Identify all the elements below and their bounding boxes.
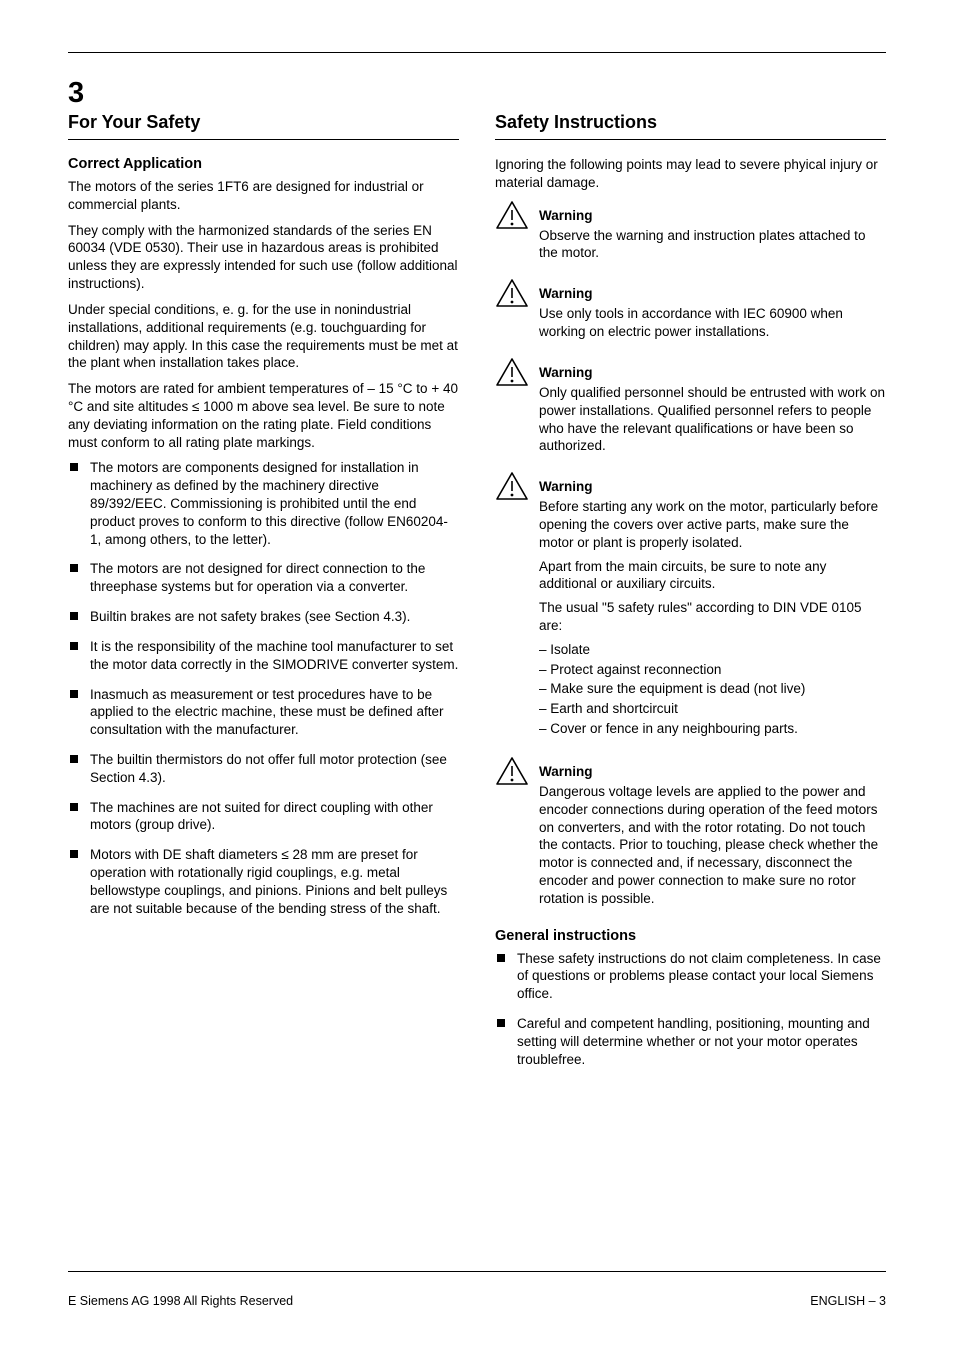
top-rule xyxy=(68,52,886,53)
para-application-1: The motors of the series 1FT6 are design… xyxy=(68,178,459,214)
list-item: The motors are components designed for i… xyxy=(68,459,459,548)
warning-body-line: – Protect against reconnection xyxy=(539,661,886,679)
para-application-2: They comply with the harmonized standard… xyxy=(68,222,459,293)
warning-body-line: – Isolate xyxy=(539,641,886,659)
right-column-rule xyxy=(495,139,886,140)
warning-icon xyxy=(495,278,529,308)
list-item: The machines are not suited for direct c… xyxy=(68,799,459,835)
warning-text: Warning Only qualified personnel should … xyxy=(539,357,886,461)
warning-text: Warning Before starting any work on the … xyxy=(539,471,886,746)
warning-icon xyxy=(495,471,529,501)
warning-body: Only qualified personnel should be entru… xyxy=(539,384,886,455)
warning-body: Observe the warning and instruction plat… xyxy=(539,227,886,263)
list-item: Careful and competent handling, position… xyxy=(495,1015,886,1068)
warning-block: Warning Before starting any work on the … xyxy=(495,471,886,746)
list-item: Builtin brakes are not safety brakes (se… xyxy=(68,608,459,626)
page: 3 For Your Safety Correct Application Th… xyxy=(0,0,954,1352)
page-footer: E Siemens AG 1998 All Rights Reserved EN… xyxy=(68,1294,886,1308)
warning-block: Warning Use only tools in accordance wit… xyxy=(495,278,886,347)
warning-text: Warning Observe the warning and instruct… xyxy=(539,200,886,269)
list-item: Motors with DE shaft diameters ≤ 28 mm a… xyxy=(68,846,459,917)
warning-label: Warning xyxy=(539,764,886,779)
warning-body-line: Apart from the main circuits, be sure to… xyxy=(539,558,886,594)
warning-body-line: The usual "5 safety rules" according to … xyxy=(539,599,886,635)
para-safety-intro: Ignoring the following points may lead t… xyxy=(495,156,886,192)
bottom-rule xyxy=(68,1271,886,1272)
left-column: For Your Safety Correct Application The … xyxy=(68,112,459,1080)
list-item: The motors are not designed for direct c… xyxy=(68,560,459,596)
warning-block: Warning Only qualified personnel should … xyxy=(495,357,886,461)
warning-icon xyxy=(495,756,529,786)
warning-text: Warning Use only tools in accordance wit… xyxy=(539,278,886,347)
list-item: It is the responsibility of the machine … xyxy=(68,638,459,674)
warning-label: Warning xyxy=(539,286,886,301)
heading-for-your-safety: For Your Safety xyxy=(68,112,459,133)
warning-body: Use only tools in accordance with IEC 60… xyxy=(539,305,886,341)
right-column: Safety Instructions Ignoring the followi… xyxy=(495,112,886,1080)
warning-block: Warning Dangerous voltage levels are app… xyxy=(495,756,886,914)
warning-label: Warning xyxy=(539,479,886,494)
warning-label: Warning xyxy=(539,365,886,380)
warning-body-line: – Cover or fence in any neighbouring par… xyxy=(539,720,886,738)
warning-icon xyxy=(495,357,529,387)
footer-left: E Siemens AG 1998 All Rights Reserved xyxy=(68,1294,293,1308)
section-number: 3 xyxy=(68,77,886,110)
heading-general-instructions: General instructions xyxy=(495,928,886,944)
para-application-4: The motors are rated for ambient tempera… xyxy=(68,380,459,451)
warning-body-line: – Make sure the equipment is dead (not l… xyxy=(539,680,886,698)
footer-right: ENGLISH – 3 xyxy=(810,1294,886,1308)
warning-body-line: Before starting any work on the motor, p… xyxy=(539,498,886,551)
list-item: The builtin thermistors do not offer ful… xyxy=(68,751,459,787)
heading-correct-application: Correct Application xyxy=(68,156,459,172)
warning-text: Warning Dangerous voltage levels are app… xyxy=(539,756,886,914)
para-application-3: Under special conditions, e. g. for the … xyxy=(68,301,459,372)
warning-label: Warning xyxy=(539,208,886,223)
two-column-layout: For Your Safety Correct Application The … xyxy=(68,112,886,1080)
warning-body: Dangerous voltage levels are applied to … xyxy=(539,783,886,908)
general-bullet-list: These safety instructions do not claim c… xyxy=(495,950,886,1069)
warning-block: Warning Observe the warning and instruct… xyxy=(495,200,886,269)
heading-safety-instructions: Safety Instructions xyxy=(495,112,886,133)
list-item: Inasmuch as measurement or test procedur… xyxy=(68,686,459,739)
left-column-rule xyxy=(68,139,459,140)
warning-icon xyxy=(495,200,529,230)
list-item: These safety instructions do not claim c… xyxy=(495,950,886,1003)
warning-body-line: – Earth and shortcircuit xyxy=(539,700,886,718)
application-bullet-list: The motors are components designed for i… xyxy=(68,459,459,917)
